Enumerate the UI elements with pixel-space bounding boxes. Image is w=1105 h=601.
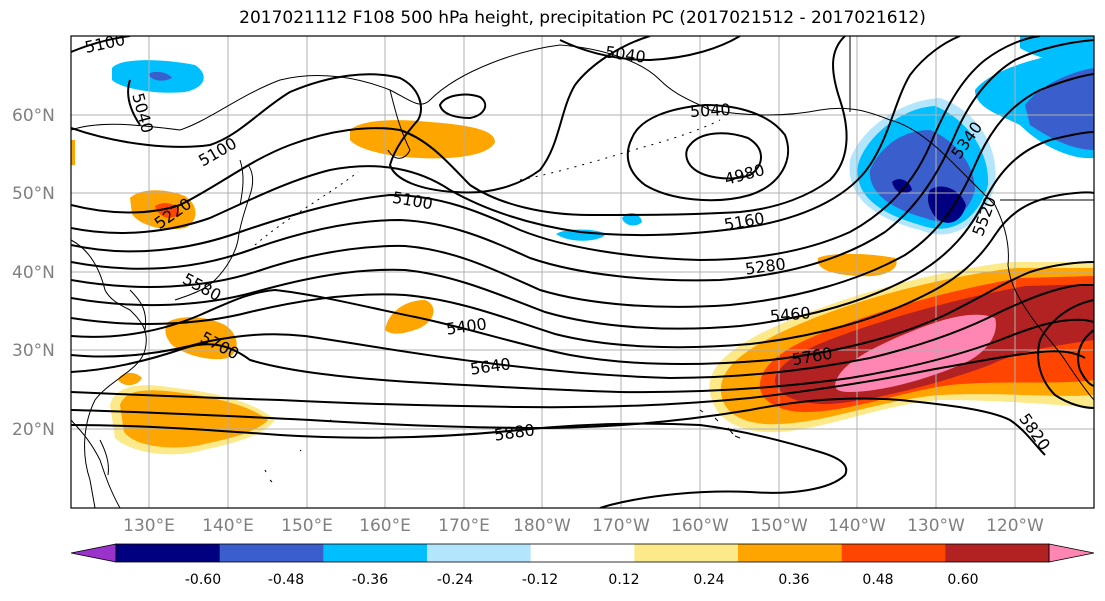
colorbar-segment — [634, 544, 739, 562]
map-plot-area: 5100 5040 5040 5040 5100 5100 5220 4980 … — [71, 36, 1094, 508]
contour-label: 5040 — [689, 100, 731, 121]
contour-5820 — [71, 397, 1046, 456]
contour-5880-east — [1077, 329, 1094, 387]
negative-anomaly-gulf-alaska-navy — [928, 186, 966, 223]
contour-5520 — [71, 191, 1094, 349]
height-contours — [71, 36, 1094, 508]
colorbar-tick-label: 0.36 — [778, 572, 809, 588]
lon-tick-label: 170°W — [592, 516, 650, 536]
colorbar-segment — [530, 544, 635, 562]
contour-5880 — [71, 422, 848, 508]
lat-tick-label: 50°N — [12, 184, 55, 204]
colorbar-segments — [70, 543, 1095, 563]
positive-anomaly-west-edge — [71, 140, 75, 165]
colorbar-tick-label: 0.24 — [693, 572, 724, 588]
colorbar-tick-label: -0.24 — [437, 572, 473, 588]
precip-anomaly-fills — [71, 36, 1094, 455]
positive-anomaly-okhotsk-small — [395, 121, 430, 139]
positive-anomaly-kamchatka-sea — [350, 120, 495, 159]
contour-5040-north — [559, 36, 741, 62]
contour-5340 — [71, 39, 1094, 282]
coastlines — [71, 36, 1094, 508]
lon-tick-label: 150°W — [750, 516, 808, 536]
hawaii-islands — [699, 409, 741, 439]
lon-tick-label: 150°E — [281, 516, 333, 536]
coast-north-america-west — [994, 204, 1094, 401]
lon-tick-label: 140°E — [202, 516, 254, 536]
lon-tick-label: 120°W — [986, 516, 1044, 536]
contour-5580 — [71, 261, 1094, 365]
pacific-islands — [264, 419, 333, 483]
colorbar-segment — [219, 544, 324, 562]
colorbar-segment — [738, 544, 843, 562]
coast-siberia — [71, 44, 561, 131]
colorbar-extend-high — [1048, 543, 1095, 563]
lon-tick-label: 170°E — [438, 516, 490, 536]
lon-tick-label: 130°E — [123, 516, 175, 536]
positive-anomaly-south-west-orange — [120, 390, 268, 448]
colorbar-segment — [841, 544, 946, 562]
colorbar-tick-label: 0.60 — [947, 572, 978, 588]
coast-kamchatka — [387, 89, 411, 159]
latitude-axis: 60°N 50°N 40°N 30°N 20°N — [12, 106, 55, 440]
lon-tick-label: 140°W — [828, 516, 886, 536]
lon-tick-label: 160°E — [359, 516, 411, 536]
colorbar-ticks: -0.60 -0.48 -0.36 -0.24 -0.12 0.12 0.24 … — [185, 572, 979, 588]
contour-5040-west-loop — [127, 79, 141, 126]
colorbar: -0.60 -0.48 -0.36 -0.24 -0.12 0.12 0.24 … — [70, 543, 1095, 588]
lat-tick-label: 20°N — [12, 420, 55, 440]
contour-5640 — [71, 284, 1094, 380]
colorbar-tick-label: -0.36 — [352, 572, 388, 588]
coast-sakhalin — [239, 159, 244, 206]
colorbar-tick-label: -0.60 — [185, 572, 221, 588]
colorbar-segment — [116, 544, 221, 562]
contour-5760 — [71, 350, 1086, 409]
lat-tick-label: 30°N — [12, 341, 55, 361]
colorbar-segment — [427, 544, 532, 562]
contour-5100-north — [71, 36, 651, 194]
negative-anomaly-siberia-core — [148, 71, 172, 81]
contour-4980 — [685, 132, 762, 180]
contour-5400 — [71, 73, 1094, 308]
colorbar-tick-label: -0.48 — [268, 572, 304, 588]
lat-tick-label: 60°N — [12, 106, 55, 126]
contour-label: 5460 — [769, 303, 811, 325]
contour-5040-loop — [626, 103, 790, 202]
colorbar-frame — [115, 543, 1050, 563]
coast-japan — [174, 164, 254, 301]
colorbar-segment — [945, 544, 1050, 562]
colorbar-extend-low — [70, 543, 117, 563]
lat-tick-label: 40°N — [12, 263, 55, 283]
colorbar-segment — [323, 544, 428, 562]
lon-tick-label: 130°W — [907, 516, 965, 536]
map-frame — [70, 35, 1095, 509]
negative-anomaly-central-small2 — [622, 213, 642, 226]
contour-5280 — [71, 36, 1041, 262]
lon-tick-label: 160°W — [671, 516, 729, 536]
contour-5460 — [71, 131, 1094, 330]
coast-alaska — [559, 44, 996, 206]
positive-anomaly-small-sw — [118, 372, 142, 386]
contour-5700 — [71, 318, 1094, 394]
contour-5820-east — [1037, 299, 1094, 409]
colorbar-tick-label: 0.48 — [862, 572, 893, 588]
contour-5160 — [71, 36, 848, 217]
colorbar-tick-label: 0.12 — [608, 572, 639, 588]
contour-5040-ring — [438, 93, 487, 120]
lon-tick-label: 180°W — [513, 516, 571, 536]
map-title: 2017021112 F108 500 hPa height, precipit… — [239, 8, 926, 28]
coast-philippines — [99, 439, 109, 476]
contour-5220 — [71, 36, 961, 237]
negative-anomaly-northeast-mid — [1025, 68, 1094, 150]
coast-korea — [129, 289, 147, 331]
coast-southeast-asia — [71, 419, 121, 508]
longitude-axis: 130°E 140°E 150°E 160°E 170°E 180°W 170°… — [123, 516, 1044, 536]
colorbar-tick-label: -0.12 — [522, 572, 558, 588]
